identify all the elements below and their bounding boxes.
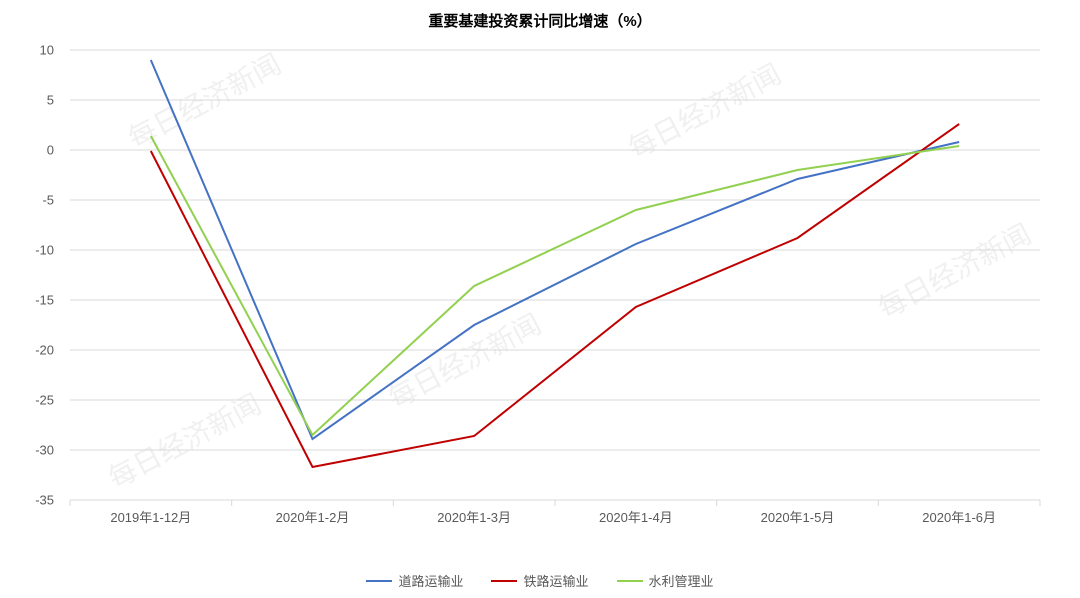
y-tick-label: -10 <box>4 243 54 258</box>
legend-swatch <box>366 580 392 582</box>
series-铁路运输业 <box>151 124 959 467</box>
y-tick-label: 10 <box>4 43 54 58</box>
legend: 道路运输业 铁路运输业 水利管理业 <box>0 570 1080 591</box>
y-tick-label: -15 <box>4 293 54 308</box>
y-tick-label: 0 <box>4 143 54 158</box>
y-tick-label: -35 <box>4 493 54 508</box>
legend-label: 水利管理业 <box>649 571 714 590</box>
y-tick-label: -5 <box>4 193 54 208</box>
legend-item: 水利管理业 <box>617 571 714 590</box>
chart-container: 重要基建投资累计同比增速（%） 每日经济新闻 每日经济新闻 每日经济新闻 每日经… <box>0 0 1080 598</box>
plot-area: 2019年1-12月 2020年1-2月 2020年1-3月 2020年1-4月 202… <box>60 40 1060 540</box>
x-tick-label: 2020年1-4月 <box>599 510 673 525</box>
legend-item: 道路运输业 <box>366 571 463 590</box>
x-tick-label: 2020年1-3月 <box>437 510 511 525</box>
legend-item: 铁路运输业 <box>491 571 588 590</box>
chart-title: 重要基建投资累计同比增速（%） <box>0 0 1080 34</box>
x-tick-label: 2020年1-6月 <box>922 510 996 525</box>
legend-label: 道路运输业 <box>398 571 463 590</box>
x-tick-label: 2020年1-5月 <box>761 510 835 525</box>
y-tick-label: -30 <box>4 443 54 458</box>
legend-label: 铁路运输业 <box>523 571 588 590</box>
y-tick-label: -20 <box>4 343 54 358</box>
legend-swatch <box>617 580 643 582</box>
y-tick-label: 5 <box>4 93 54 108</box>
x-tick-label: 2020年1-2月 <box>276 510 350 525</box>
legend-swatch <box>491 580 517 582</box>
chart-svg: 2019年1-12月 2020年1-2月 2020年1-3月 2020年1-4月 202… <box>60 40 1060 540</box>
y-tick-label: -25 <box>4 393 54 408</box>
x-tick-label: 2019年1-12月 <box>110 510 191 525</box>
